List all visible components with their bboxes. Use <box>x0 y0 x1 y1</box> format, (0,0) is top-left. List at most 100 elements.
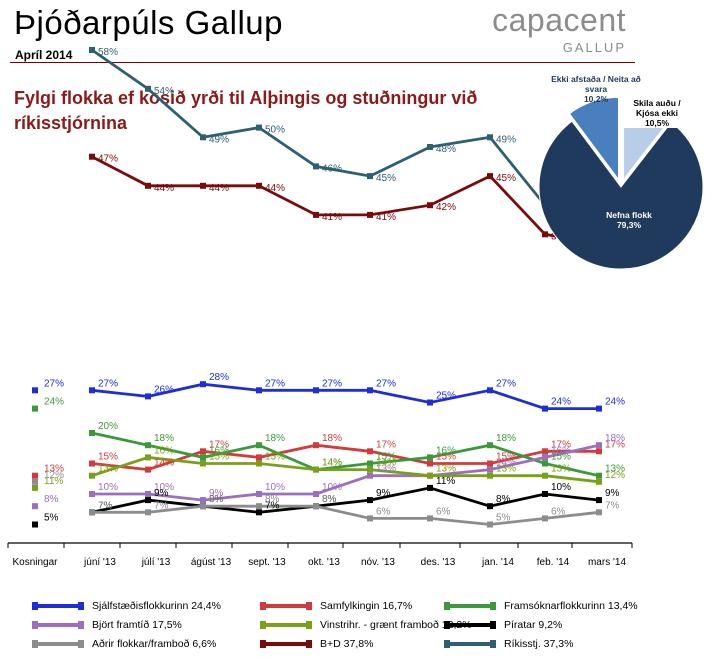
data-point <box>367 448 373 455</box>
series-line <box>91 486 600 514</box>
data-label: 6% <box>436 506 451 517</box>
data-point <box>256 442 262 449</box>
data-label: 16% <box>551 445 571 456</box>
data-point <box>367 472 373 479</box>
data-point <box>427 399 433 406</box>
data-point <box>487 173 493 180</box>
data-point <box>200 448 206 455</box>
data-point <box>596 497 602 504</box>
data-label: 18% <box>322 433 342 444</box>
data-label: 48% <box>436 144 456 155</box>
series-2 <box>32 405 602 479</box>
data-point <box>200 381 206 388</box>
series-line <box>91 48 600 255</box>
x-tick-label: mars '14 <box>588 557 626 568</box>
series-line <box>91 431 600 478</box>
data-label: 17% <box>551 439 571 450</box>
data-label: 50% <box>265 125 285 136</box>
data-point <box>542 231 548 238</box>
data-point <box>256 503 262 510</box>
data-label: 24% <box>44 397 64 408</box>
data-point <box>596 448 602 455</box>
legend-swatch <box>32 640 84 648</box>
data-point <box>32 405 38 412</box>
data-label: 18% <box>496 433 516 444</box>
data-point <box>32 484 38 491</box>
data-label: 10% <box>154 482 174 493</box>
chart-title: Fylgi flokka ef kosið yrði til Alþingis … <box>14 88 478 133</box>
data-point <box>313 491 319 497</box>
data-point <box>256 454 262 461</box>
data-point <box>596 478 602 485</box>
data-point <box>367 387 373 394</box>
data-label: 11% <box>44 476 63 487</box>
data-label: 17% <box>376 439 396 450</box>
data-point <box>32 503 38 510</box>
data-label: 9% <box>376 488 391 499</box>
data-label: 9% <box>154 488 169 499</box>
data-point <box>313 211 319 218</box>
data-point <box>427 472 433 479</box>
data-label: 27% <box>496 378 516 389</box>
title-divider <box>10 62 635 63</box>
logo-wordmark: capacent <box>492 2 626 38</box>
pie-label-value: 10,5% <box>644 118 670 128</box>
data-point <box>145 491 151 497</box>
data-label: 24% <box>551 397 571 408</box>
data-point <box>200 182 206 189</box>
pie-label-value: 79,3% <box>616 220 642 230</box>
data-point <box>487 442 493 449</box>
legend-swatch <box>444 640 496 648</box>
x-tick-label: okt. '13 <box>308 557 340 568</box>
legend-label: B+D 37,8% <box>320 638 374 650</box>
data-label: 45% <box>376 173 396 184</box>
pie-label-nefna-flokk: Nefna flokk 79,3% <box>584 210 674 230</box>
data-point <box>145 182 151 189</box>
data-label: 9% <box>605 488 620 499</box>
data-label: 41% <box>376 212 396 223</box>
data-label: 14% <box>322 458 342 469</box>
data-label: 8% <box>209 494 224 505</box>
series-8 <box>89 47 602 257</box>
legend-swatch <box>260 621 312 629</box>
data-point <box>427 454 433 461</box>
data-point <box>596 472 602 479</box>
data-point <box>596 442 602 449</box>
data-label: 13% <box>376 464 396 475</box>
data-label: 8% <box>44 494 59 505</box>
data-label: 10% <box>322 482 342 493</box>
data-point <box>200 134 206 141</box>
x-tick-label: des. '13 <box>421 557 456 568</box>
data-point <box>427 515 433 522</box>
data-point <box>313 163 319 170</box>
data-point <box>367 515 373 522</box>
logo-subtext: GALLUP <box>562 40 626 55</box>
data-point <box>367 173 373 180</box>
x-tick-label: ágúst '13 <box>191 557 232 568</box>
data-point <box>596 405 602 412</box>
data-point <box>256 182 262 189</box>
data-point <box>487 134 493 141</box>
data-point <box>487 466 493 473</box>
series-line <box>91 155 600 246</box>
data-label: 13% <box>44 464 64 475</box>
data-label: 15% <box>376 452 396 463</box>
pie-slice <box>538 120 704 270</box>
data-label: 7% <box>98 500 113 511</box>
data-point <box>487 387 493 394</box>
data-point <box>427 484 433 491</box>
series-line <box>92 504 600 526</box>
pie-label-ekki-afstada: Ekki afstaða / Neita að svara 10,2% <box>550 74 642 104</box>
x-tick-label: júní '13 <box>83 557 116 568</box>
data-point <box>256 124 262 131</box>
pie-label-text: Ekki afstaða / Neita að svara <box>551 74 641 94</box>
pie-label-text: Skila auðu / Kjósa ekki <box>633 98 681 118</box>
data-label: 16% <box>209 445 229 456</box>
data-label: 11% <box>436 476 455 487</box>
legend-label: Ríkisstj. 37,3% <box>504 638 574 650</box>
data-label: 18% <box>154 433 174 444</box>
pie-label-text: Nefna flokk <box>606 210 652 220</box>
data-point <box>89 387 95 394</box>
legend-label: Sjálfstæðisflokkurinn 24,4% <box>92 600 221 612</box>
data-label: 15% <box>265 452 285 463</box>
